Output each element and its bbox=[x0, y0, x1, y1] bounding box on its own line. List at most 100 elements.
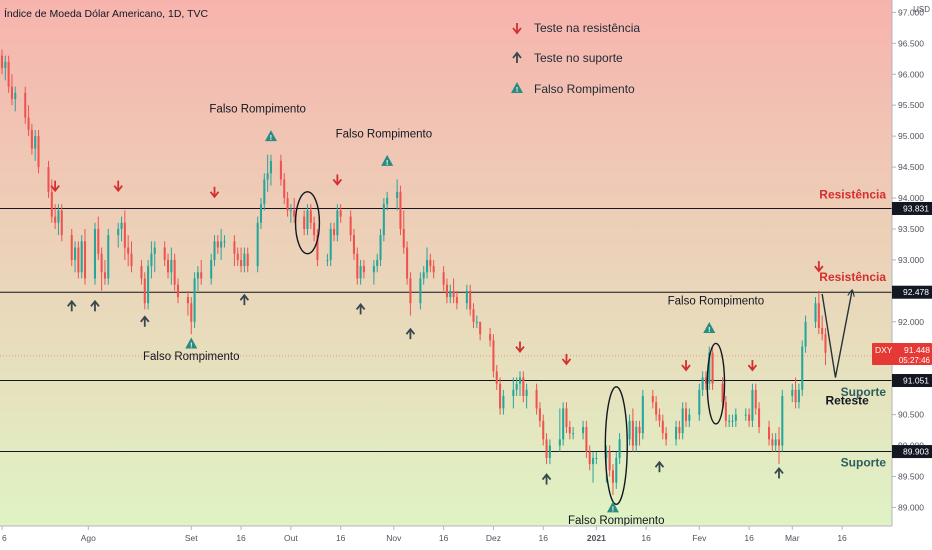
candle-body bbox=[538, 408, 541, 421]
candle-body bbox=[127, 247, 130, 254]
x-tick-label: Dez bbox=[486, 533, 501, 543]
level-badge bbox=[892, 285, 932, 299]
candle bbox=[758, 402, 761, 434]
candle-body bbox=[4, 61, 7, 69]
up-arrow-icon bbox=[774, 466, 784, 479]
candle-body bbox=[266, 173, 269, 180]
candle-body bbox=[263, 179, 266, 205]
current-price-badge-bg bbox=[872, 343, 932, 365]
candle-body bbox=[777, 439, 781, 446]
candle bbox=[678, 420, 681, 440]
annotations-layer: ! Falso Rompimento! Falso Rompimento! Falso… bbox=[50, 104, 886, 527]
candle-body bbox=[522, 377, 525, 397]
circle-highlight bbox=[706, 342, 726, 425]
level-badge-value: 91.051 bbox=[903, 376, 929, 386]
candle-body bbox=[419, 278, 422, 304]
candle bbox=[100, 247, 103, 291]
candle-body bbox=[103, 272, 106, 279]
x-tick-label: Set bbox=[185, 533, 198, 543]
candle bbox=[130, 241, 133, 273]
candle-body bbox=[117, 228, 120, 236]
candle bbox=[289, 204, 292, 223]
level-badges: 93.831 92.478 91.051 89.903 bbox=[892, 201, 932, 459]
candle bbox=[708, 346, 711, 390]
candle bbox=[638, 420, 641, 446]
candle bbox=[499, 377, 502, 415]
candle bbox=[223, 235, 226, 248]
y-tick-label: 93.500 bbox=[898, 224, 924, 234]
arrow-head bbox=[239, 293, 250, 301]
candle-body bbox=[817, 303, 820, 328]
candle bbox=[592, 451, 595, 483]
candle-body bbox=[585, 426, 588, 452]
candle bbox=[655, 396, 658, 421]
candle bbox=[246, 247, 249, 273]
candle bbox=[791, 383, 794, 403]
candle bbox=[701, 371, 704, 397]
candle bbox=[797, 383, 800, 409]
candle-body bbox=[767, 426, 771, 440]
triangle bbox=[606, 501, 619, 513]
candle-body bbox=[525, 389, 528, 397]
candle bbox=[608, 445, 611, 477]
candle-body bbox=[698, 389, 701, 415]
x-tick-label: 16 bbox=[539, 533, 549, 543]
candle-body bbox=[170, 259, 173, 273]
candle-body bbox=[50, 191, 53, 217]
current-price-countdown: 05:27:46 bbox=[899, 356, 931, 365]
up-arrow-icon bbox=[90, 299, 100, 312]
legend-label-resistance-test: Teste na resistência bbox=[534, 21, 640, 35]
candle-body bbox=[236, 253, 239, 260]
arrow-head bbox=[90, 299, 100, 307]
candle-body bbox=[545, 439, 548, 458]
candle bbox=[329, 222, 332, 267]
candle-body bbox=[449, 290, 452, 298]
candle-body bbox=[0, 55, 4, 69]
candle bbox=[631, 408, 634, 452]
candle-body bbox=[37, 136, 40, 168]
up-arrow-icon bbox=[355, 302, 366, 315]
candle-body bbox=[432, 266, 435, 273]
candle-body bbox=[70, 235, 73, 260]
candle-body bbox=[429, 259, 432, 267]
candle bbox=[455, 290, 458, 310]
candle-body bbox=[681, 408, 684, 434]
time-axis[interactable]: 6 Ago Set 16 Out 16 Nov 16 Dez 16 2021 16 Fev 16 Mar 16 bbox=[0, 525, 932, 550]
candle-body bbox=[734, 414, 737, 421]
candle bbox=[445, 278, 448, 304]
x-tick-label: Fev bbox=[692, 533, 707, 543]
candle-body bbox=[293, 210, 296, 217]
price-axis[interactable]: USD 89.00089.50090.00090.50091.00091.500… bbox=[891, 0, 932, 526]
candle bbox=[771, 433, 774, 452]
x-tick-label: 2021 bbox=[587, 533, 606, 543]
candle-body bbox=[701, 377, 704, 390]
candle bbox=[220, 228, 223, 260]
candle-body bbox=[615, 457, 618, 483]
arrow-head bbox=[654, 460, 665, 468]
candle-body bbox=[166, 259, 170, 273]
candle-body bbox=[80, 241, 83, 273]
candle-body bbox=[269, 160, 272, 174]
resistance-label: Resistência bbox=[819, 270, 886, 284]
candle-body bbox=[83, 241, 87, 279]
candle bbox=[449, 284, 452, 304]
candle bbox=[213, 235, 216, 267]
candle bbox=[316, 228, 319, 267]
candle-body bbox=[684, 408, 688, 421]
candle-body bbox=[173, 259, 176, 285]
candle-body bbox=[754, 389, 757, 409]
exclamation: ! bbox=[190, 342, 192, 349]
candle-body bbox=[333, 228, 336, 236]
candle bbox=[399, 185, 402, 236]
candle bbox=[538, 402, 541, 427]
candle-body bbox=[794, 389, 797, 403]
candle-body bbox=[153, 247, 156, 254]
candle bbox=[186, 290, 189, 316]
candle bbox=[326, 253, 329, 267]
candle bbox=[565, 402, 568, 434]
candle bbox=[465, 284, 468, 310]
candle bbox=[127, 235, 130, 267]
candle bbox=[675, 420, 678, 446]
false-break-label: Falso Rompimento bbox=[209, 104, 306, 116]
candle bbox=[721, 377, 724, 409]
